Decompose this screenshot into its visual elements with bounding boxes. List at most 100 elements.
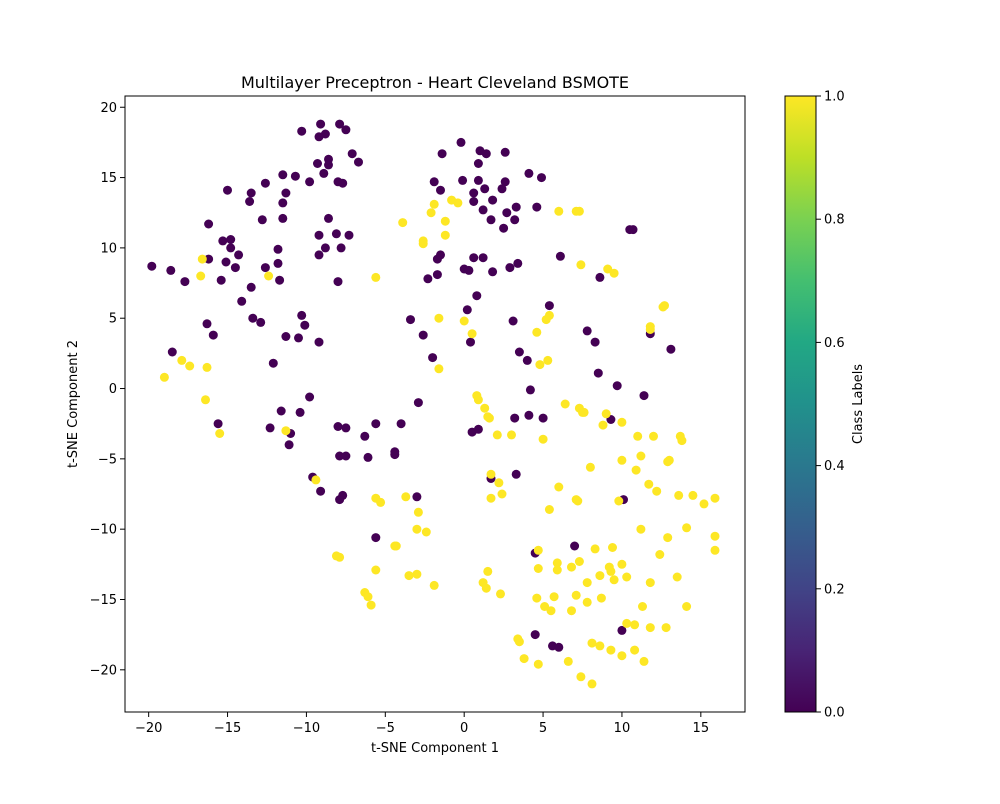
data-point-class-1 <box>533 659 543 669</box>
data-point-class-0 <box>335 451 345 461</box>
data-point-class-1 <box>710 531 720 541</box>
data-point-class-1 <box>535 360 545 370</box>
data-point-class-1 <box>567 562 576 572</box>
data-point-class-0 <box>371 419 381 429</box>
data-point-class-0 <box>639 391 649 401</box>
plot-frame <box>124 95 746 713</box>
data-point-class-1 <box>540 602 550 611</box>
data-point-class-0 <box>510 413 520 423</box>
data-point-class-1 <box>614 496 624 506</box>
data-point-class-0 <box>418 330 428 340</box>
data-point-class-0 <box>469 188 479 198</box>
data-point-class-0 <box>537 173 546 183</box>
data-point-class-0 <box>423 274 433 284</box>
data-point-class-0 <box>226 243 236 253</box>
x-tick-label: 0 <box>460 721 468 736</box>
data-point-class-0 <box>473 175 483 185</box>
data-point-class-0 <box>221 257 231 267</box>
data-point-class-1 <box>630 645 640 655</box>
data-point-class-1 <box>185 361 195 371</box>
data-point-class-1 <box>574 557 584 566</box>
data-point-class-0 <box>300 320 310 330</box>
data-point-class-0 <box>245 197 255 206</box>
data-point-class-0 <box>314 250 324 260</box>
data-point-class-1 <box>549 592 559 602</box>
data-point-class-0 <box>458 175 468 185</box>
data-point-class-0 <box>324 160 333 170</box>
data-point-class-1 <box>595 571 605 581</box>
data-point-class-0 <box>497 184 507 194</box>
data-point-class-0 <box>202 319 212 329</box>
data-point-class-0 <box>590 337 600 347</box>
data-point-class-1 <box>609 575 619 585</box>
data-point-class-1 <box>661 623 671 633</box>
data-point-class-1 <box>412 569 422 579</box>
x-tick-label: −10 <box>293 721 320 736</box>
colorbar-gradient <box>784 95 817 713</box>
data-point-class-0 <box>305 177 315 187</box>
data-point-class-0 <box>344 230 354 240</box>
data-point-class-1 <box>622 572 632 582</box>
data-point-class-0 <box>582 326 592 336</box>
data-point-class-0 <box>436 185 445 195</box>
data-point-class-0 <box>341 451 351 461</box>
data-point-class-1 <box>434 313 444 323</box>
data-point-class-0 <box>511 469 521 479</box>
data-point-class-1 <box>663 533 673 543</box>
x-tick-label: −5 <box>376 721 395 736</box>
data-point-class-1 <box>519 654 529 664</box>
data-point-class-0 <box>360 431 370 441</box>
data-point-class-1 <box>331 551 341 561</box>
data-point-class-0 <box>147 261 157 271</box>
data-point-class-1 <box>552 565 562 575</box>
data-point-class-1 <box>371 272 381 282</box>
data-point-class-1 <box>573 496 583 506</box>
data-point-class-1 <box>281 426 291 436</box>
data-point-class-1 <box>622 618 632 628</box>
data-point-class-0 <box>508 316 518 326</box>
data-point-class-1 <box>682 523 692 533</box>
data-point-class-0 <box>273 258 283 268</box>
data-point-class-0 <box>341 423 351 433</box>
data-point-class-1 <box>608 543 617 552</box>
data-point-class-0 <box>320 243 330 253</box>
data-point-class-0 <box>208 330 218 340</box>
data-point-class-0 <box>593 368 603 378</box>
data-point-class-1 <box>459 316 469 326</box>
data-point-class-0 <box>230 263 240 273</box>
data-point-class-1 <box>376 497 386 507</box>
data-point-class-0 <box>524 168 534 178</box>
data-point-class-0 <box>464 265 474 275</box>
y-tick-label: −5 <box>98 452 117 467</box>
data-point-class-1 <box>412 524 422 534</box>
data-point-class-0 <box>336 243 346 253</box>
data-point-class-1 <box>413 507 423 517</box>
data-point-class-1 <box>366 600 376 610</box>
data-point-class-1 <box>603 264 613 274</box>
data-point-class-0 <box>338 178 348 188</box>
data-point-class-1 <box>636 451 646 461</box>
data-point-class-1 <box>660 301 669 311</box>
data-point-class-1 <box>677 436 687 446</box>
data-point-class-0 <box>390 450 400 460</box>
data-point-class-1 <box>554 482 564 492</box>
data-point-class-0 <box>502 208 512 218</box>
colorbar-tick-label: 0.0 <box>824 706 845 721</box>
data-point-class-0 <box>488 195 498 205</box>
colorbar-tick-label: 0.8 <box>824 213 845 228</box>
data-point-class-1 <box>532 327 542 337</box>
data-point-class-0 <box>555 251 565 261</box>
data-point-class-1 <box>532 593 542 603</box>
data-point-class-1 <box>710 493 720 503</box>
data-point-class-1 <box>481 583 491 593</box>
data-point-class-1 <box>587 679 597 689</box>
data-point-class-1 <box>645 325 655 334</box>
data-point-class-1 <box>507 430 516 440</box>
data-point-class-1 <box>601 409 611 419</box>
data-point-class-1 <box>440 216 450 226</box>
data-point-class-0 <box>314 132 324 142</box>
data-point-class-1 <box>398 218 408 228</box>
x-tick-label: 15 <box>693 721 710 736</box>
data-point-class-1 <box>552 558 562 568</box>
